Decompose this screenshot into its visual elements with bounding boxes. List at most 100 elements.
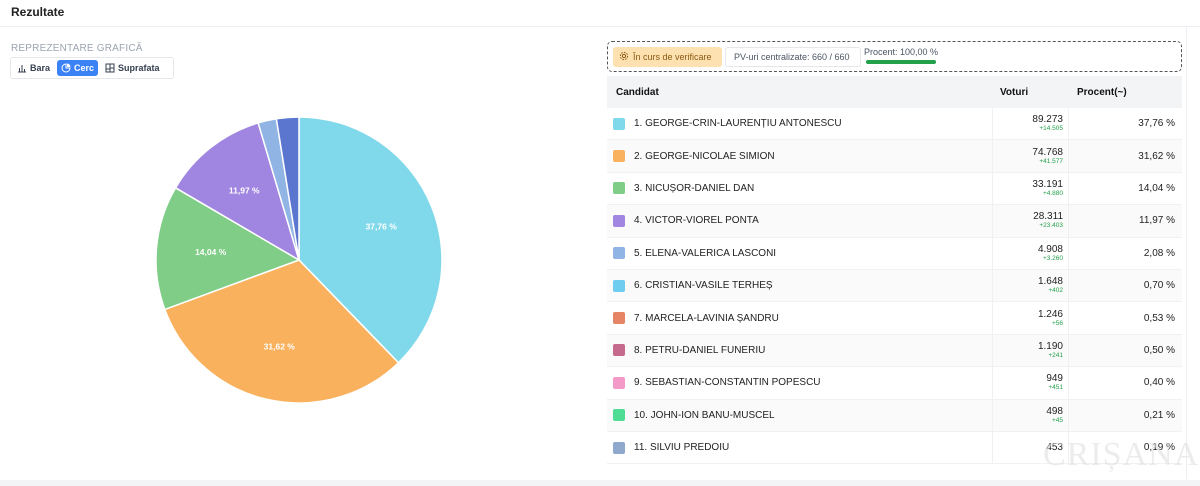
percent-cell: 0,19 % xyxy=(1069,432,1182,463)
pie-slice[interactable] xyxy=(275,116,300,261)
candidate-name: 10. JOHN-ION BANU-MUSCEL xyxy=(634,409,775,421)
table-row: 6. CRISTIAN-VASILE TERHEȘ 1.648 +402 0,70 % xyxy=(607,269,1182,303)
candidate-name: 1. GEORGE-CRIN-LAURENȚIU ANTONESCU xyxy=(634,118,842,130)
procent-progress-track xyxy=(866,60,936,64)
votes-cell: 89.273 +14.505 xyxy=(993,108,1069,140)
bar-chart-icon xyxy=(17,63,27,73)
table-row: 5. ELENA-VALERICA LASCONI 4.908 +3.260 2,08… xyxy=(607,237,1182,270)
candidate-color-swatch xyxy=(613,312,625,325)
percent-cell: 37,76 % xyxy=(1069,108,1182,139)
tab-surface-label: Suprafata xyxy=(118,63,160,73)
percent-cell: 31,62 % xyxy=(1069,140,1182,171)
votes-cell: 33.191 +4.880 xyxy=(993,172,1069,205)
tab-circle[interactable]: Cerc xyxy=(57,60,99,76)
votes-value: 1.648 xyxy=(1037,276,1063,288)
votes-value: 453 xyxy=(1046,442,1063,454)
candidate-color-swatch xyxy=(613,117,625,130)
candidate-name: 4. VICTOR-VIOREL PONTA xyxy=(634,215,759,227)
votes-cell: 453 xyxy=(993,431,1069,464)
gear-icon xyxy=(619,51,629,63)
votes-value: 74.768 xyxy=(1032,146,1063,158)
candidate-cell: 4. VICTOR-VIOREL PONTA xyxy=(607,205,993,237)
percent-cell: 14,04 % xyxy=(1069,173,1182,204)
candidate-name: 2. GEORGE-NICOLAE SIMION xyxy=(634,150,775,162)
percent-cell: 0,50 % xyxy=(1069,335,1182,366)
votes-delta: +402 xyxy=(1048,287,1063,295)
votes-cell: 74.768 +41.577 xyxy=(993,140,1069,172)
candidate-cell: 10. JOHN-ION BANU-MUSCEL xyxy=(607,399,993,431)
tab-bar-label: Bara xyxy=(30,63,51,73)
pie-chart-icon xyxy=(61,63,71,73)
candidate-color-swatch xyxy=(613,409,625,422)
candidate-name: 8. PETRU-DANIEL FUNERIU xyxy=(634,344,766,356)
pie-slice[interactable] xyxy=(163,259,400,404)
candidate-cell: 1. GEORGE-CRIN-LAURENȚIU ANTONESCU xyxy=(607,108,993,140)
votes-value: 498 xyxy=(1046,405,1063,417)
votes-value: 1.190 xyxy=(1037,340,1063,352)
candidate-cell: 9. SEBASTIAN-CONSTANTIN POPESCU xyxy=(607,367,993,399)
bottom-divider xyxy=(0,480,1200,486)
pie-slice-label: 37,76 % xyxy=(366,222,398,232)
votes-cell: 28.311 +23.403 xyxy=(993,205,1069,237)
percent-value: 0,21 % xyxy=(1143,409,1175,421)
tab-surface[interactable]: Suprafata xyxy=(101,60,164,76)
candidate-color-swatch xyxy=(613,279,625,292)
candidate-color-swatch xyxy=(613,182,625,195)
candidate-name: 6. CRISTIAN-VASILE TERHEȘ xyxy=(634,280,773,292)
votes-cell: 498 +45 xyxy=(993,399,1069,431)
candidate-cell: 3. NICUȘOR-DANIEL DAN xyxy=(607,172,993,205)
table-body: 1. GEORGE-CRIN-LAURENȚIU ANTONESCU 89.273… xyxy=(607,108,1182,465)
pie-chart: 37,76 % 31,62 % 14,04 % 11,97 % xyxy=(154,115,444,405)
results-header: Rezultate xyxy=(0,0,1200,27)
percent-value: 0,70 % xyxy=(1143,280,1175,292)
votes-delta: +3.260 xyxy=(1042,254,1063,262)
candidate-name: 11. SILVIU PREDOIU xyxy=(634,442,730,454)
table-row: 11. SILVIU PREDOIU 453 0,19 % xyxy=(607,431,1182,465)
candidate-name: 5. ELENA-VALERICA LASCONI xyxy=(634,247,777,259)
percent-cell: 0,40 % xyxy=(1069,367,1182,398)
tab-circle-label: Cerc xyxy=(74,63,95,73)
column-header-votes: Voturi xyxy=(1000,86,1029,98)
column-header-candidate: Candidat xyxy=(616,86,659,98)
candidate-cell: 7. MARCELA-LAVINIA ȘANDRU xyxy=(607,302,993,334)
table-row: 3. NICUȘOR-DANIEL DAN 33.191 +4.880 14,04 % xyxy=(607,172,1182,206)
votes-value: 28.311 xyxy=(1033,211,1063,223)
percent-value: 0,40 % xyxy=(1143,377,1175,389)
candidate-color-swatch xyxy=(613,247,625,260)
votes-cell: 1.190 +241 xyxy=(993,334,1069,367)
candidate-name: 7. MARCELA-LAVINIA ȘANDRU xyxy=(634,312,779,324)
panel-border xyxy=(1186,27,1187,479)
procent-label: Procent: 100,00 % xyxy=(864,47,939,57)
votes-delta: +23.403 xyxy=(1039,222,1063,230)
verification-label: În curs de verificare xyxy=(633,52,712,62)
table-row: 1. GEORGE-CRIN-LAURENȚIU ANTONESCU 89.273… xyxy=(607,108,1182,141)
treemap-icon xyxy=(105,63,115,73)
pie-slice[interactable] xyxy=(155,186,301,311)
chart-type-tabs: Bara Cerc Suprafata xyxy=(10,57,174,79)
candidate-cell: 2. GEORGE-NICOLAE SIMION xyxy=(607,140,993,172)
pie-slice-label: 31,62 % xyxy=(264,341,296,351)
percent-cell: 2,08 % xyxy=(1069,238,1182,269)
pie-slice-label: 14,04 % xyxy=(195,247,227,257)
candidate-color-swatch xyxy=(613,150,625,163)
table-row: 9. SEBASTIAN-CONSTANTIN POPESCU 949 +451 0,… xyxy=(607,367,1182,400)
table-row: 4. VICTOR-VIOREL PONTA 28.311 +23.403 11,97… xyxy=(607,205,1182,238)
tab-bar[interactable]: Bara xyxy=(13,60,54,76)
votes-cell: 1.648 +402 xyxy=(993,269,1069,302)
percent-value: 37,76 % xyxy=(1138,118,1175,130)
table-row: 10. JOHN-ION BANU-MUSCEL 498 +45 0,21 % xyxy=(607,399,1182,432)
results-table: Candidat Voturi Procent(~) 1. GEORGE-CRI… xyxy=(607,76,1182,465)
pie-slice[interactable] xyxy=(298,116,443,364)
percent-value: 0,50 % xyxy=(1143,344,1175,356)
candidate-cell: 8. PETRU-DANIEL FUNERIU xyxy=(607,334,993,367)
chart-section-label: REPREZENTARE GRAFICĂ xyxy=(11,43,143,54)
votes-delta: +41.577 xyxy=(1039,157,1063,165)
procent-progress-fill xyxy=(866,60,936,64)
votes-delta: +45 xyxy=(1051,416,1063,424)
candidate-color-swatch xyxy=(613,214,625,227)
table-header: Candidat Voturi Procent(~) xyxy=(607,76,1182,108)
table-row: 8. PETRU-DANIEL FUNERIU 1.190 +241 0,50 % xyxy=(607,334,1182,368)
votes-cell: 4.908 +3.260 xyxy=(993,237,1069,269)
percent-value: 0,53 % xyxy=(1143,312,1175,324)
procent-indicator: Procent: 100,00 % xyxy=(864,46,942,68)
